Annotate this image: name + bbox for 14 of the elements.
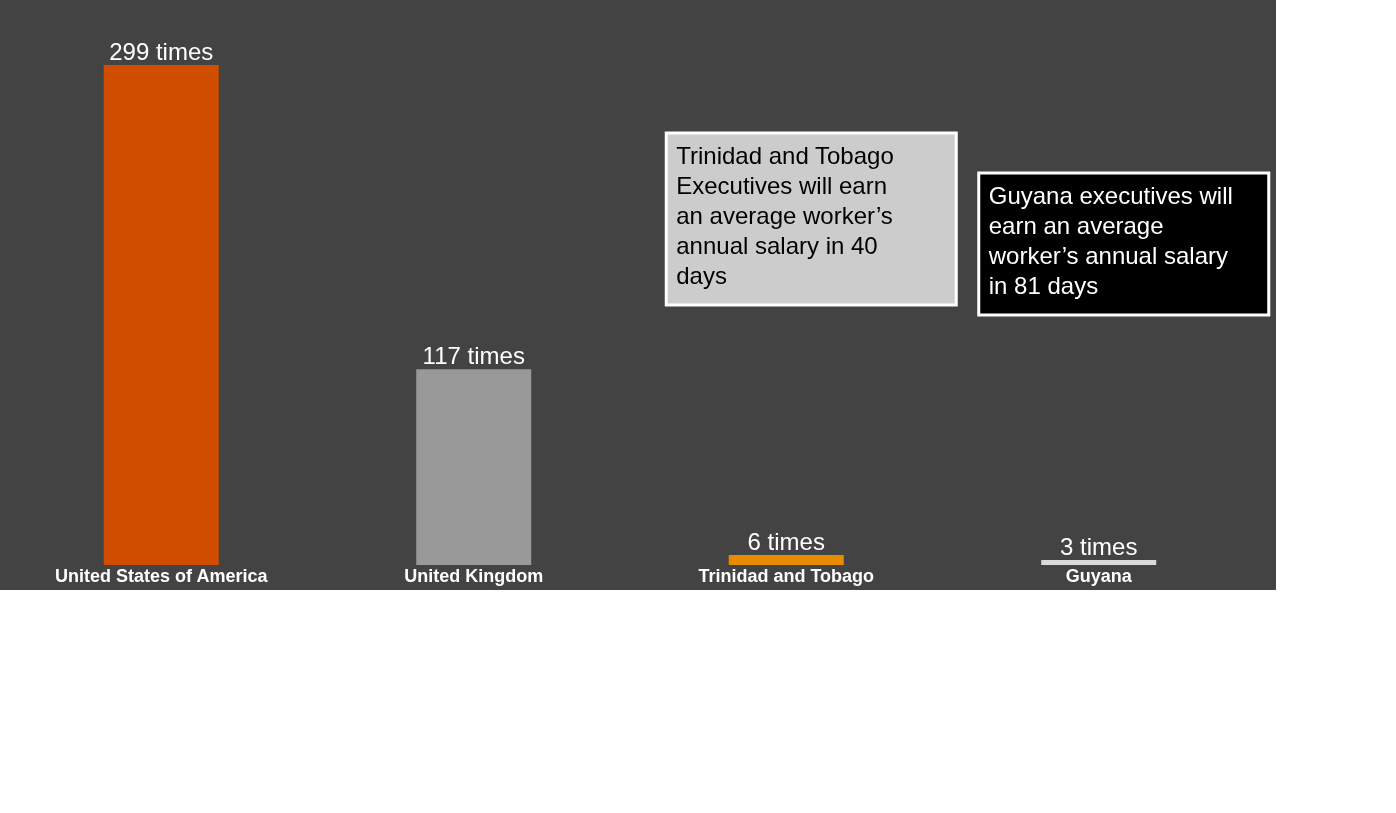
data-label: 117 times xyxy=(422,342,525,370)
bar xyxy=(103,65,219,565)
annotation: Trinidad and Tobago Executives will earn an average worker’s annual salary in 40 days xyxy=(676,142,894,289)
bar xyxy=(1041,559,1157,565)
bar xyxy=(728,554,844,565)
x-tick-label: Trinidad and Tobago xyxy=(698,565,875,586)
data-label: 299 times xyxy=(109,38,214,65)
data-label: 3 times xyxy=(1060,532,1138,560)
x-tick-label: United States of America xyxy=(55,565,269,586)
bar xyxy=(416,369,532,565)
annotation: Guyana executives will earn an average worker’s annual salary in 81 days xyxy=(987,182,1233,299)
x-tick-label: Guyana xyxy=(1065,565,1133,586)
data-label: 6 times xyxy=(747,527,825,555)
x-tick-label: United Kingdom xyxy=(404,565,544,586)
